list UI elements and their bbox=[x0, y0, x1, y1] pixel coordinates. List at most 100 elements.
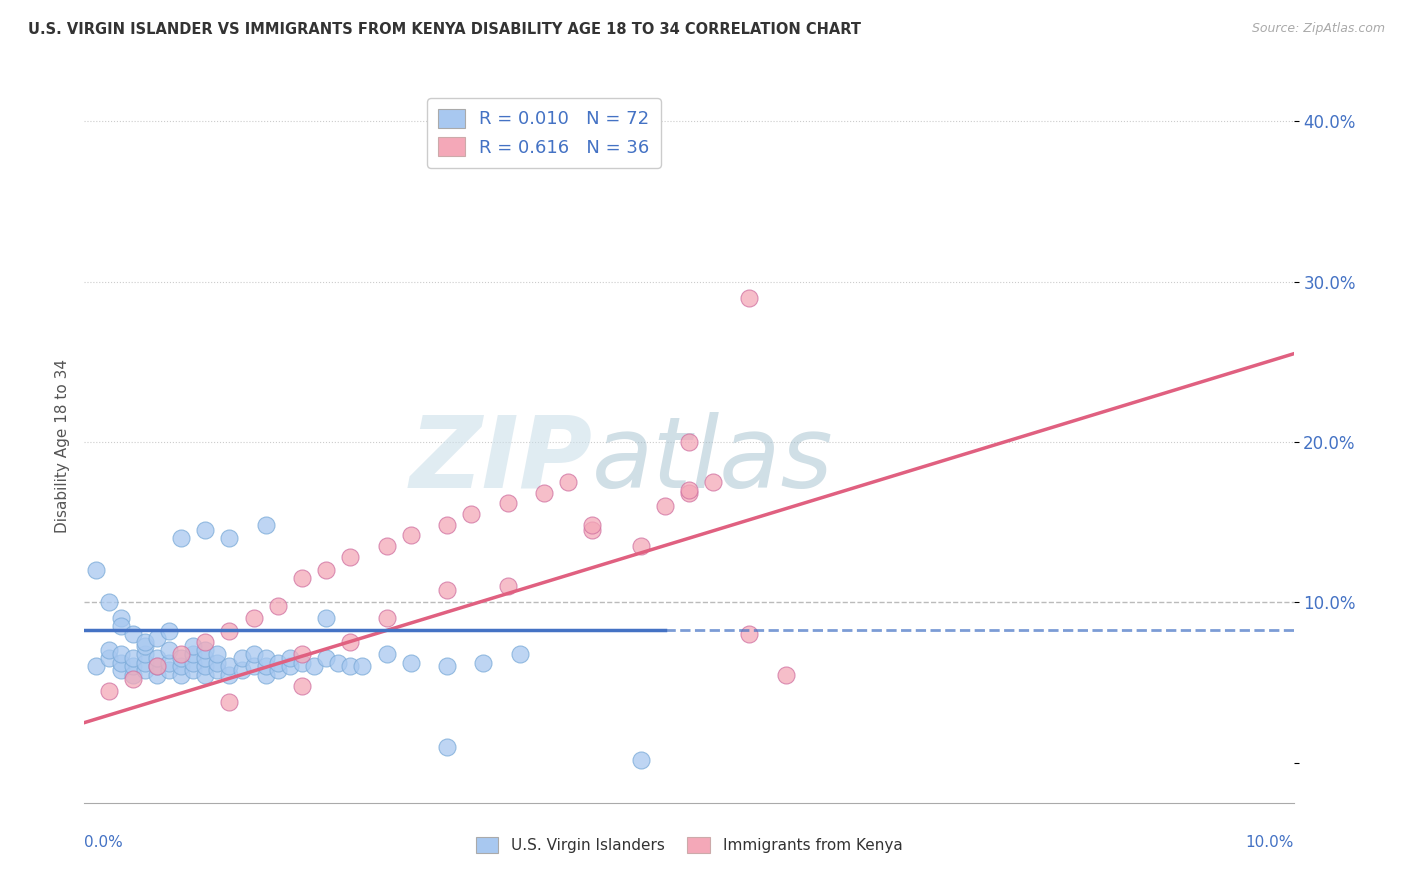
Point bbox=[207, 657, 229, 671]
Point bbox=[339, 659, 361, 673]
Point bbox=[110, 663, 132, 677]
Point bbox=[97, 643, 120, 657]
Point bbox=[194, 651, 217, 665]
Point bbox=[654, 499, 676, 513]
Point bbox=[170, 651, 193, 665]
Point bbox=[121, 673, 143, 687]
Point bbox=[110, 657, 132, 671]
Point bbox=[97, 651, 120, 665]
Point bbox=[194, 667, 217, 681]
Point bbox=[328, 657, 350, 671]
Point bbox=[678, 486, 700, 500]
Point bbox=[218, 667, 240, 681]
Point bbox=[315, 611, 337, 625]
Point bbox=[146, 631, 169, 645]
Point bbox=[194, 643, 217, 657]
Point bbox=[375, 539, 398, 553]
Point bbox=[121, 651, 143, 665]
Point bbox=[110, 647, 132, 661]
Point bbox=[738, 627, 761, 641]
Point bbox=[278, 659, 301, 673]
Text: atlas: atlas bbox=[592, 412, 834, 508]
Point bbox=[231, 651, 253, 665]
Point bbox=[436, 659, 458, 673]
Point bbox=[110, 619, 132, 633]
Point bbox=[181, 639, 204, 653]
Text: ZIP: ZIP bbox=[409, 412, 592, 508]
Point bbox=[702, 475, 724, 489]
Point bbox=[254, 518, 277, 533]
Point bbox=[194, 523, 217, 537]
Point bbox=[291, 679, 314, 693]
Point bbox=[110, 611, 132, 625]
Point bbox=[302, 659, 325, 673]
Point bbox=[134, 657, 156, 671]
Point bbox=[436, 739, 458, 754]
Point bbox=[496, 496, 519, 510]
Legend: U.S. Virgin Islanders, Immigrants from Kenya: U.S. Virgin Islanders, Immigrants from K… bbox=[470, 831, 908, 859]
Point bbox=[678, 435, 700, 450]
Point bbox=[181, 663, 204, 677]
Point bbox=[267, 599, 290, 613]
Point bbox=[352, 659, 374, 673]
Point bbox=[339, 550, 361, 565]
Point bbox=[291, 657, 314, 671]
Point bbox=[207, 647, 229, 661]
Point bbox=[460, 507, 482, 521]
Text: 0.0%: 0.0% bbox=[84, 835, 124, 850]
Point bbox=[375, 611, 398, 625]
Point bbox=[533, 486, 555, 500]
Point bbox=[399, 657, 422, 671]
Point bbox=[231, 663, 253, 677]
Point bbox=[157, 643, 180, 657]
Point bbox=[678, 483, 700, 497]
Text: U.S. VIRGIN ISLANDER VS IMMIGRANTS FROM KENYA DISABILITY AGE 18 TO 34 CORRELATIO: U.S. VIRGIN ISLANDER VS IMMIGRANTS FROM … bbox=[28, 22, 860, 37]
Point bbox=[509, 647, 531, 661]
Point bbox=[472, 657, 495, 671]
Point bbox=[121, 627, 143, 641]
Point bbox=[146, 659, 169, 673]
Point bbox=[218, 624, 240, 639]
Point bbox=[97, 595, 120, 609]
Point bbox=[170, 659, 193, 673]
Point bbox=[315, 651, 337, 665]
Point bbox=[134, 663, 156, 677]
Point bbox=[134, 635, 156, 649]
Point bbox=[170, 667, 193, 681]
Point bbox=[267, 663, 290, 677]
Point bbox=[581, 518, 603, 533]
Point bbox=[267, 657, 290, 671]
Point bbox=[207, 663, 229, 677]
Point bbox=[157, 624, 180, 639]
Y-axis label: Disability Age 18 to 34: Disability Age 18 to 34 bbox=[55, 359, 70, 533]
Point bbox=[630, 539, 652, 553]
Point bbox=[121, 659, 143, 673]
Point bbox=[86, 563, 108, 577]
Point bbox=[242, 611, 264, 625]
Text: Source: ZipAtlas.com: Source: ZipAtlas.com bbox=[1251, 22, 1385, 36]
Point bbox=[775, 667, 797, 681]
Point bbox=[399, 528, 422, 542]
Point bbox=[86, 659, 108, 673]
Text: 10.0%: 10.0% bbox=[1246, 835, 1294, 850]
Point bbox=[242, 647, 264, 661]
Point bbox=[557, 475, 579, 489]
Point bbox=[121, 667, 143, 681]
Point bbox=[375, 647, 398, 661]
Point bbox=[170, 531, 193, 545]
Point bbox=[738, 291, 761, 305]
Point bbox=[218, 531, 240, 545]
Point bbox=[181, 657, 204, 671]
Point bbox=[97, 683, 120, 698]
Point bbox=[630, 752, 652, 766]
Point bbox=[157, 657, 180, 671]
Point bbox=[170, 647, 193, 661]
Point bbox=[181, 647, 204, 661]
Point bbox=[134, 647, 156, 661]
Point bbox=[436, 582, 458, 597]
Point bbox=[254, 651, 277, 665]
Point bbox=[315, 563, 337, 577]
Point bbox=[194, 635, 217, 649]
Point bbox=[218, 659, 240, 673]
Point bbox=[146, 651, 169, 665]
